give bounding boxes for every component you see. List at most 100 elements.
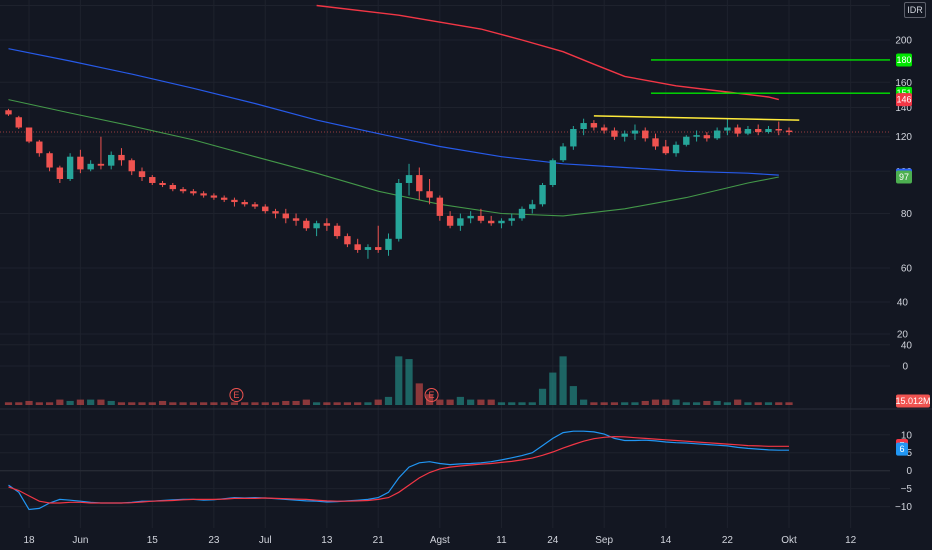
volume-bar xyxy=(456,396,464,405)
volume-bar xyxy=(45,402,54,405)
x-tick-label: Agst xyxy=(430,535,450,546)
candle-body xyxy=(323,223,331,226)
candle-body xyxy=(36,141,43,154)
candle-body xyxy=(549,160,557,186)
price-badge-text: 146 xyxy=(896,95,911,105)
candle-body xyxy=(77,156,84,170)
volume-bar xyxy=(158,400,167,405)
candle-body xyxy=(713,130,721,139)
volume-bar xyxy=(508,402,516,405)
price-badge-text: 180 xyxy=(896,55,911,65)
x-tick-label: 15 xyxy=(147,535,159,546)
candle-body xyxy=(128,160,135,172)
candle-body xyxy=(734,127,741,134)
candles[interactable] xyxy=(5,108,793,259)
macd-tick-label: 10 xyxy=(901,430,913,441)
volume-bar xyxy=(672,399,680,405)
price-tick-label: 160 xyxy=(895,78,912,89)
candle-body xyxy=(56,167,64,179)
volume-bar xyxy=(179,402,187,405)
x-tick-label: 21 xyxy=(373,535,385,546)
candle-body xyxy=(508,218,515,221)
volume-bar xyxy=(292,400,300,405)
candle-body xyxy=(87,163,94,170)
x-tick-label: 22 xyxy=(722,535,734,546)
volume-bar xyxy=(241,402,249,405)
price-badge xyxy=(896,170,912,184)
volume-bar xyxy=(343,402,352,405)
volume-bar xyxy=(117,402,126,405)
candle-body xyxy=(631,130,639,134)
volume-bar xyxy=(35,402,43,405)
volume-bar xyxy=(682,402,690,405)
volume-bar xyxy=(415,383,423,405)
volume-bar xyxy=(641,400,649,405)
signal-line xyxy=(8,435,789,504)
volume-bar xyxy=(313,402,321,405)
candle-body xyxy=(457,218,464,226)
candle-body xyxy=(621,133,628,137)
candle-body xyxy=(642,130,649,139)
candle-body xyxy=(262,206,269,212)
x-tick-label: Okt xyxy=(781,535,797,546)
currency-badge[interactable]: IDR xyxy=(904,2,926,18)
macd-pane xyxy=(0,430,890,511)
volume-tick-label: 0 xyxy=(902,362,908,373)
volume-bar xyxy=(374,399,382,405)
candle-body xyxy=(169,185,177,190)
candle-body xyxy=(775,129,782,131)
candle-body xyxy=(118,154,125,161)
candle-body xyxy=(200,193,207,196)
volume-bar xyxy=(189,402,197,405)
volume-bar xyxy=(497,402,506,405)
candle-body xyxy=(313,223,320,229)
candle-body xyxy=(210,195,218,198)
candle-body xyxy=(693,135,700,137)
volume-bar xyxy=(364,402,372,405)
volume-bar xyxy=(220,402,228,405)
candle-body xyxy=(426,191,433,198)
volume-bar xyxy=(528,402,536,405)
volume-bar xyxy=(692,402,701,405)
candle-body xyxy=(251,204,259,207)
volume-bar xyxy=(467,399,475,405)
candle-body xyxy=(149,177,156,183)
price-tick-label: 140 xyxy=(895,103,912,114)
volume-bar xyxy=(107,400,115,405)
candle-body xyxy=(600,127,608,131)
volume-bar xyxy=(754,402,762,405)
earnings-marker-label: E xyxy=(233,390,239,400)
candle-body xyxy=(46,153,53,168)
candle-body xyxy=(282,213,289,219)
volume-bar xyxy=(559,356,567,405)
volume-bar xyxy=(744,402,752,405)
candle-body xyxy=(220,197,228,200)
candle-body xyxy=(375,247,382,250)
volume-tick-label: 20 xyxy=(897,330,909,341)
candle-body xyxy=(333,225,341,237)
axes: 18 Jun 15 23 Jul 13 21 Agst 11 24 Sep 14 22 Okt 124060… xyxy=(23,36,912,547)
volume-bar xyxy=(631,402,639,405)
macd-tick-label: −10 xyxy=(895,502,912,513)
x-tick-label: 13 xyxy=(321,535,333,546)
candle-body xyxy=(179,189,187,192)
price-badge-text: 97 xyxy=(899,172,909,182)
price-tick-label: 80 xyxy=(901,209,913,220)
volume-bar xyxy=(651,399,660,405)
candle-body xyxy=(15,117,22,128)
candle-body xyxy=(395,182,402,239)
candle-body xyxy=(405,175,413,183)
candle-body xyxy=(765,129,772,133)
candle-body xyxy=(744,129,752,134)
grid xyxy=(0,0,932,528)
volume-bar xyxy=(384,396,393,405)
volume-bar xyxy=(703,400,711,405)
x-tick-label: Jul xyxy=(259,535,272,546)
volume-bar xyxy=(549,372,557,405)
volume-bar xyxy=(323,402,331,405)
drawings[interactable] xyxy=(593,59,890,121)
volume-bar xyxy=(230,402,239,405)
x-tick-label: 23 xyxy=(208,535,220,546)
